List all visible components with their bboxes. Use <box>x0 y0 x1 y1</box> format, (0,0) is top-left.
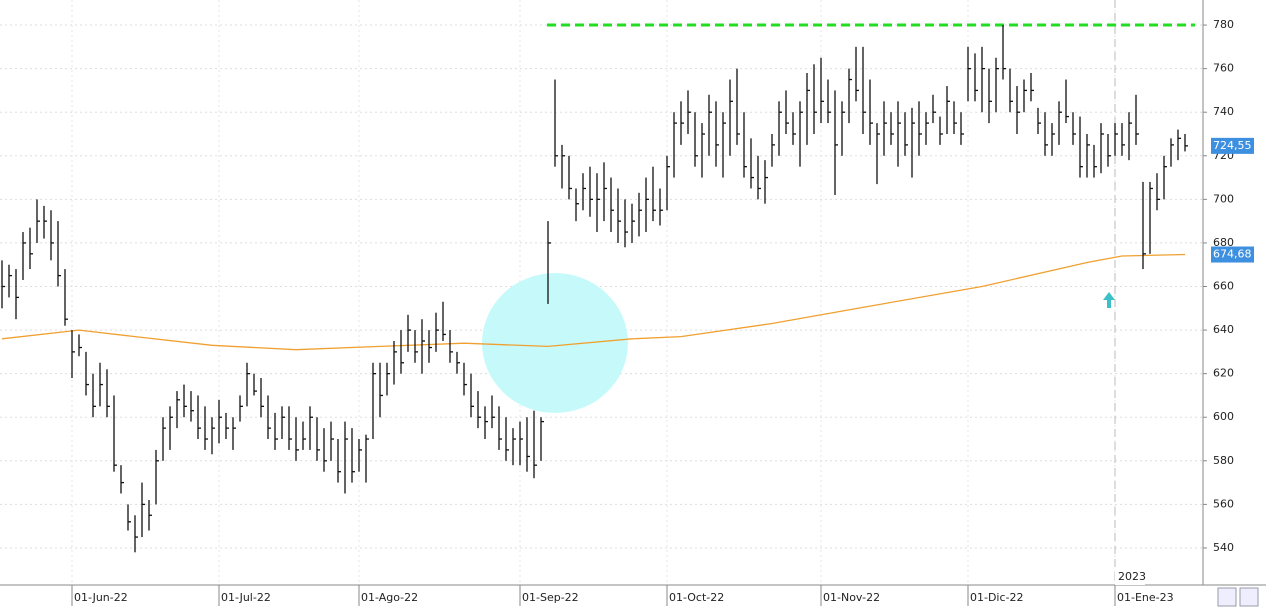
x-tick-label: 01-Dic-22 <box>970 591 1024 604</box>
year-box <box>1115 569 1145 585</box>
toolbar-button[interactable] <box>1239 587 1259 607</box>
y-tick-label: 680 <box>1213 236 1234 249</box>
x-tick-label: 01-Ene-23 <box>1117 591 1174 604</box>
y-tick-label: 580 <box>1213 454 1234 467</box>
x-tick-label: 01-Ago-22 <box>361 591 418 604</box>
y-tick-label: 540 <box>1213 541 1234 554</box>
annotation-layer <box>482 273 1115 413</box>
moving-average <box>1 253 1186 351</box>
x-tick-label: 01-Oct-22 <box>669 591 724 604</box>
ma-price-label-box <box>1211 246 1254 263</box>
x-tick-label: 01-Nov-22 <box>823 591 880 604</box>
arrow-marker <box>1103 292 1115 308</box>
year-label: 2023 <box>1118 570 1146 583</box>
y-tick-label: 760 <box>1213 62 1234 75</box>
ma-price-label: 674,68 <box>1213 248 1252 261</box>
x-tick-label: 01-Jul-22 <box>221 591 271 604</box>
x-tick-label: 01-Sep-22 <box>522 591 579 604</box>
y-tick-label: 740 <box>1213 105 1234 118</box>
toolbar-button[interactable] <box>1217 587 1237 607</box>
y-tick-label: 620 <box>1213 367 1234 380</box>
y-tick-label: 660 <box>1213 280 1234 293</box>
last-price-label-box <box>1211 137 1254 154</box>
y-tick-label: 780 <box>1213 18 1234 31</box>
y-tick-label: 560 <box>1213 497 1234 510</box>
last-price-label: 724,55 <box>1213 139 1252 152</box>
y-tick-label: 640 <box>1213 323 1234 336</box>
highlight-circle <box>482 273 628 413</box>
y-tick-label: 700 <box>1213 192 1234 205</box>
y-tick-label: 600 <box>1213 410 1234 423</box>
x-tick-label: 01-Jun-22 <box>74 591 128 604</box>
